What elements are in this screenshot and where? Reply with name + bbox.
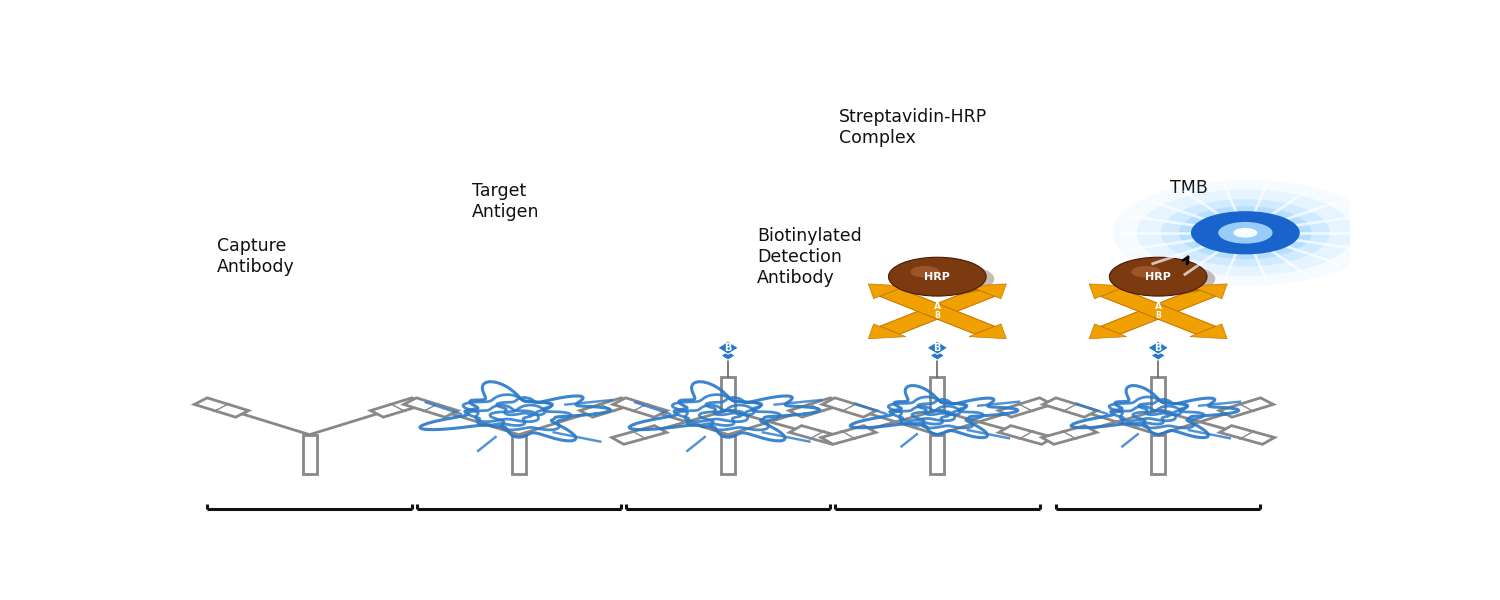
Polygon shape bbox=[999, 425, 1053, 445]
Bar bbox=[930, 434, 945, 474]
Circle shape bbox=[1110, 257, 1208, 296]
Polygon shape bbox=[1190, 324, 1227, 339]
Bar bbox=[1150, 377, 1166, 410]
Bar bbox=[722, 377, 735, 410]
Bar bbox=[303, 434, 316, 474]
Text: B: B bbox=[724, 343, 732, 353]
Polygon shape bbox=[969, 324, 1006, 339]
Polygon shape bbox=[822, 398, 876, 417]
Polygon shape bbox=[1042, 398, 1096, 417]
Polygon shape bbox=[1101, 289, 1215, 334]
Circle shape bbox=[1179, 206, 1312, 259]
Circle shape bbox=[1218, 222, 1272, 244]
Text: HRP: HRP bbox=[924, 272, 951, 281]
Bar bbox=[512, 434, 526, 474]
Polygon shape bbox=[821, 425, 876, 445]
Text: Biotinylated
Detection
Antibody: Biotinylated Detection Antibody bbox=[758, 227, 862, 287]
Circle shape bbox=[1191, 211, 1300, 254]
Bar bbox=[1150, 434, 1166, 474]
Circle shape bbox=[1113, 180, 1378, 286]
Polygon shape bbox=[999, 398, 1053, 417]
Polygon shape bbox=[612, 425, 666, 445]
Polygon shape bbox=[195, 398, 249, 417]
Polygon shape bbox=[404, 398, 457, 417]
Polygon shape bbox=[1220, 425, 1275, 445]
Circle shape bbox=[1131, 266, 1161, 278]
Bar bbox=[722, 434, 735, 474]
Polygon shape bbox=[720, 351, 735, 360]
Text: B: B bbox=[934, 311, 940, 320]
Polygon shape bbox=[868, 324, 906, 339]
Polygon shape bbox=[1148, 341, 1168, 354]
Polygon shape bbox=[880, 289, 995, 334]
Text: B: B bbox=[933, 343, 940, 353]
Polygon shape bbox=[1089, 284, 1126, 299]
Polygon shape bbox=[1190, 284, 1227, 299]
Polygon shape bbox=[868, 284, 906, 299]
Text: Streptavidin-HRP
Complex: Streptavidin-HRP Complex bbox=[839, 108, 987, 147]
Ellipse shape bbox=[892, 262, 995, 295]
Polygon shape bbox=[789, 398, 843, 417]
Polygon shape bbox=[580, 398, 634, 417]
Polygon shape bbox=[1089, 324, 1126, 339]
Text: Target
Antigen: Target Antigen bbox=[472, 182, 540, 221]
Text: A: A bbox=[1155, 302, 1161, 311]
Circle shape bbox=[1233, 228, 1257, 238]
Text: A: A bbox=[934, 302, 940, 311]
Circle shape bbox=[910, 266, 940, 278]
Polygon shape bbox=[880, 289, 995, 334]
Polygon shape bbox=[1150, 351, 1166, 360]
Circle shape bbox=[1137, 190, 1354, 276]
Text: HRP: HRP bbox=[1146, 272, 1172, 281]
Polygon shape bbox=[789, 425, 844, 445]
Text: Capture
Antibody: Capture Antibody bbox=[216, 238, 294, 276]
Text: B: B bbox=[1155, 311, 1161, 320]
Ellipse shape bbox=[1113, 262, 1215, 295]
Circle shape bbox=[1161, 199, 1330, 266]
Polygon shape bbox=[717, 341, 738, 354]
Text: TMB: TMB bbox=[1170, 179, 1208, 197]
Polygon shape bbox=[930, 351, 945, 360]
Bar bbox=[930, 377, 945, 410]
Polygon shape bbox=[1042, 425, 1096, 445]
Polygon shape bbox=[1101, 289, 1215, 334]
Polygon shape bbox=[927, 341, 948, 354]
Circle shape bbox=[888, 257, 986, 296]
Polygon shape bbox=[370, 398, 424, 417]
Polygon shape bbox=[969, 284, 1006, 299]
Polygon shape bbox=[614, 398, 668, 417]
Polygon shape bbox=[1220, 398, 1274, 417]
Text: B: B bbox=[1155, 343, 1162, 353]
